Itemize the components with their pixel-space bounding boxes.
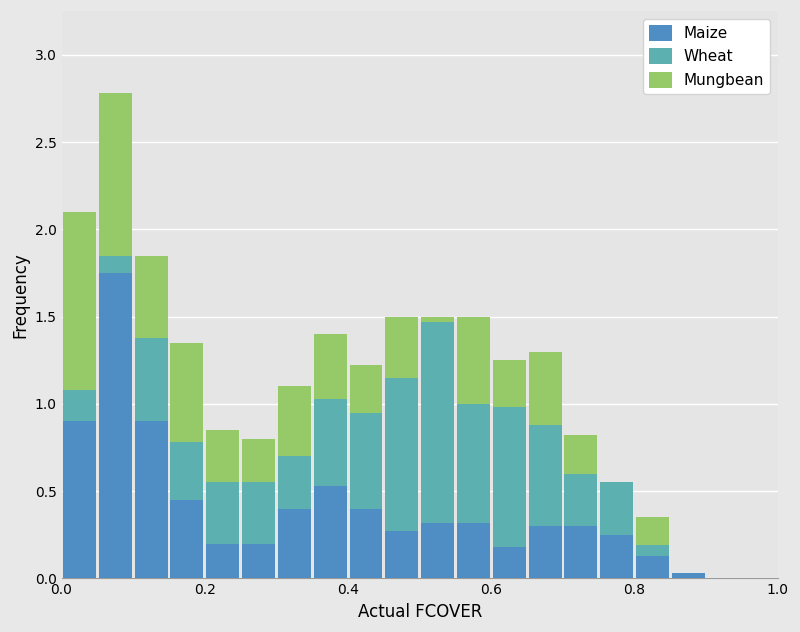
- Bar: [314, 486, 346, 578]
- X-axis label: Actual FCOVER: Actual FCOVER: [358, 603, 482, 621]
- Bar: [493, 360, 526, 408]
- Bar: [170, 442, 203, 500]
- Bar: [206, 544, 239, 578]
- Bar: [493, 408, 526, 547]
- Bar: [242, 544, 275, 578]
- Bar: [134, 255, 167, 337]
- Bar: [134, 337, 167, 422]
- Bar: [206, 482, 239, 544]
- Bar: [170, 343, 203, 442]
- Bar: [63, 390, 96, 422]
- Bar: [314, 334, 346, 399]
- Legend: Maize, Wheat, Mungbean: Maize, Wheat, Mungbean: [642, 19, 770, 94]
- Bar: [529, 425, 562, 526]
- Bar: [98, 93, 132, 255]
- Bar: [386, 317, 418, 378]
- Bar: [529, 351, 562, 425]
- Bar: [565, 474, 598, 526]
- Bar: [457, 523, 490, 578]
- Bar: [242, 482, 275, 544]
- Bar: [636, 556, 669, 578]
- Bar: [565, 526, 598, 578]
- Bar: [386, 378, 418, 532]
- Bar: [672, 573, 705, 578]
- Bar: [63, 422, 96, 578]
- Bar: [350, 509, 382, 578]
- Bar: [278, 456, 311, 509]
- Bar: [350, 365, 382, 413]
- Bar: [457, 317, 490, 404]
- Bar: [600, 482, 633, 535]
- Bar: [636, 518, 669, 545]
- Bar: [636, 545, 669, 556]
- Bar: [98, 255, 132, 273]
- Bar: [529, 526, 562, 578]
- Bar: [278, 509, 311, 578]
- Bar: [350, 413, 382, 509]
- Bar: [278, 386, 311, 456]
- Bar: [134, 422, 167, 578]
- Bar: [170, 500, 203, 578]
- Bar: [206, 430, 239, 482]
- Bar: [421, 317, 454, 322]
- Bar: [421, 523, 454, 578]
- Bar: [314, 399, 346, 486]
- Bar: [98, 273, 132, 578]
- Bar: [565, 435, 598, 474]
- Bar: [457, 404, 490, 523]
- Bar: [242, 439, 275, 482]
- Bar: [386, 532, 418, 578]
- Bar: [600, 535, 633, 578]
- Bar: [421, 322, 454, 523]
- Bar: [63, 212, 96, 390]
- Bar: [493, 547, 526, 578]
- Y-axis label: Frequency: Frequency: [11, 252, 29, 337]
